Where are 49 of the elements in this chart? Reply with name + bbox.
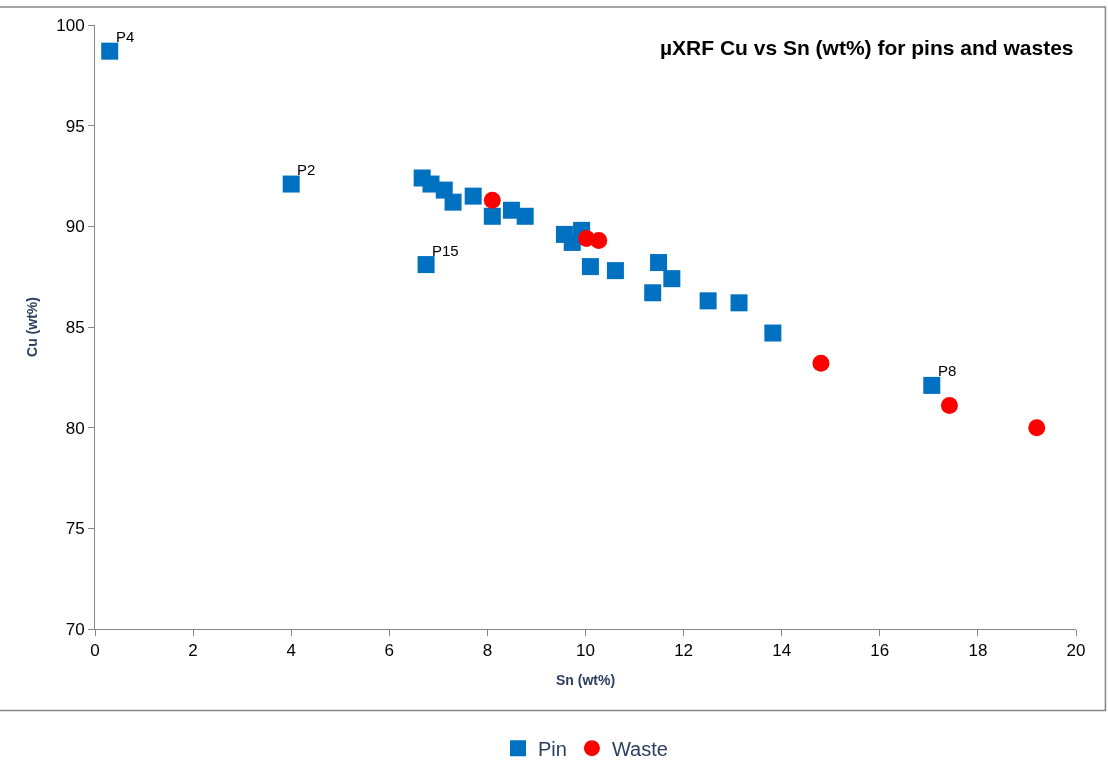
x-tick-label: 6 — [384, 641, 395, 661]
point — [563, 233, 581, 251]
point — [699, 292, 717, 310]
legend-label: Waste — [611, 737, 668, 760]
point — [606, 262, 624, 280]
annotation: P8 — [938, 362, 957, 379]
x-tick-label: 14 — [772, 641, 792, 661]
annotation: P15 — [432, 242, 459, 259]
point — [730, 294, 748, 312]
point — [940, 397, 958, 415]
point — [1028, 419, 1046, 437]
legend-label: Pin — [538, 737, 567, 760]
point — [464, 187, 482, 205]
x-tick-label: 2 — [188, 641, 198, 661]
y-tick-label: 85 — [65, 317, 85, 337]
point — [282, 175, 300, 193]
y-tick-label: 80 — [65, 418, 85, 438]
point — [516, 207, 534, 225]
y-tick-label: 100 — [56, 15, 85, 35]
point — [590, 231, 608, 249]
x-tick-label: 12 — [674, 641, 694, 661]
y-tick-label: 70 — [65, 619, 85, 639]
point — [483, 207, 501, 225]
x-tick-label: 0 — [90, 641, 100, 661]
x-tick-label: 16 — [870, 641, 890, 661]
point — [417, 256, 435, 274]
y-axis-title: Cu (wt%) — [23, 297, 40, 357]
x-tick-label: 10 — [576, 641, 595, 661]
point — [644, 284, 662, 302]
point — [581, 258, 599, 276]
annotation: P2 — [297, 161, 316, 178]
point — [764, 324, 782, 342]
point — [650, 254, 668, 272]
x-axis-title: Sn (wt%) — [555, 671, 616, 688]
annotation: P4 — [116, 28, 135, 45]
y-tick-label: 95 — [65, 116, 85, 136]
x-tick-label: 20 — [1066, 641, 1086, 661]
point — [483, 191, 501, 209]
x-tick-label: 4 — [286, 641, 296, 661]
x-tick-label: 8 — [482, 641, 493, 661]
point — [812, 354, 830, 372]
y-tick-label: 90 — [65, 217, 85, 237]
text: µXRF Cu vs Sn (wt%) for pins and wastes — [660, 36, 1074, 59]
point — [101, 42, 119, 60]
y-tick-label: 75 — [65, 519, 85, 539]
point — [663, 270, 681, 288]
point — [444, 193, 462, 211]
point — [923, 376, 941, 394]
x-tick-label: 18 — [968, 641, 988, 661]
